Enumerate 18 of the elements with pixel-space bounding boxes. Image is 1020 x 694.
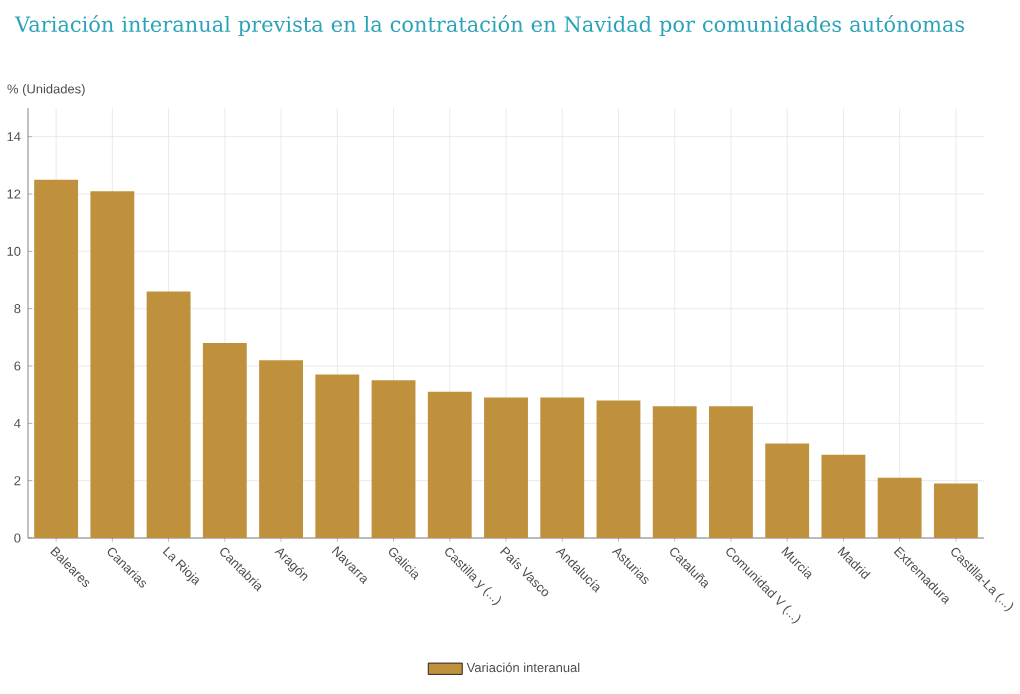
chart-title: Variación interanual prevista en la contratación en Navidad por comunidades autónomas (14, 15, 965, 37)
bar (427, 391, 472, 538)
bar (146, 291, 191, 538)
bar (34, 179, 79, 538)
bar (371, 380, 416, 538)
bar (709, 406, 753, 538)
bar (596, 400, 641, 538)
bar (652, 406, 697, 538)
bar (202, 343, 247, 538)
bar (259, 360, 303, 538)
bar (90, 191, 135, 538)
bar (540, 397, 585, 538)
bar (933, 483, 978, 538)
bar (765, 443, 810, 538)
bar (877, 477, 922, 538)
bar (315, 374, 360, 538)
bar (821, 454, 866, 538)
bar (484, 397, 528, 538)
